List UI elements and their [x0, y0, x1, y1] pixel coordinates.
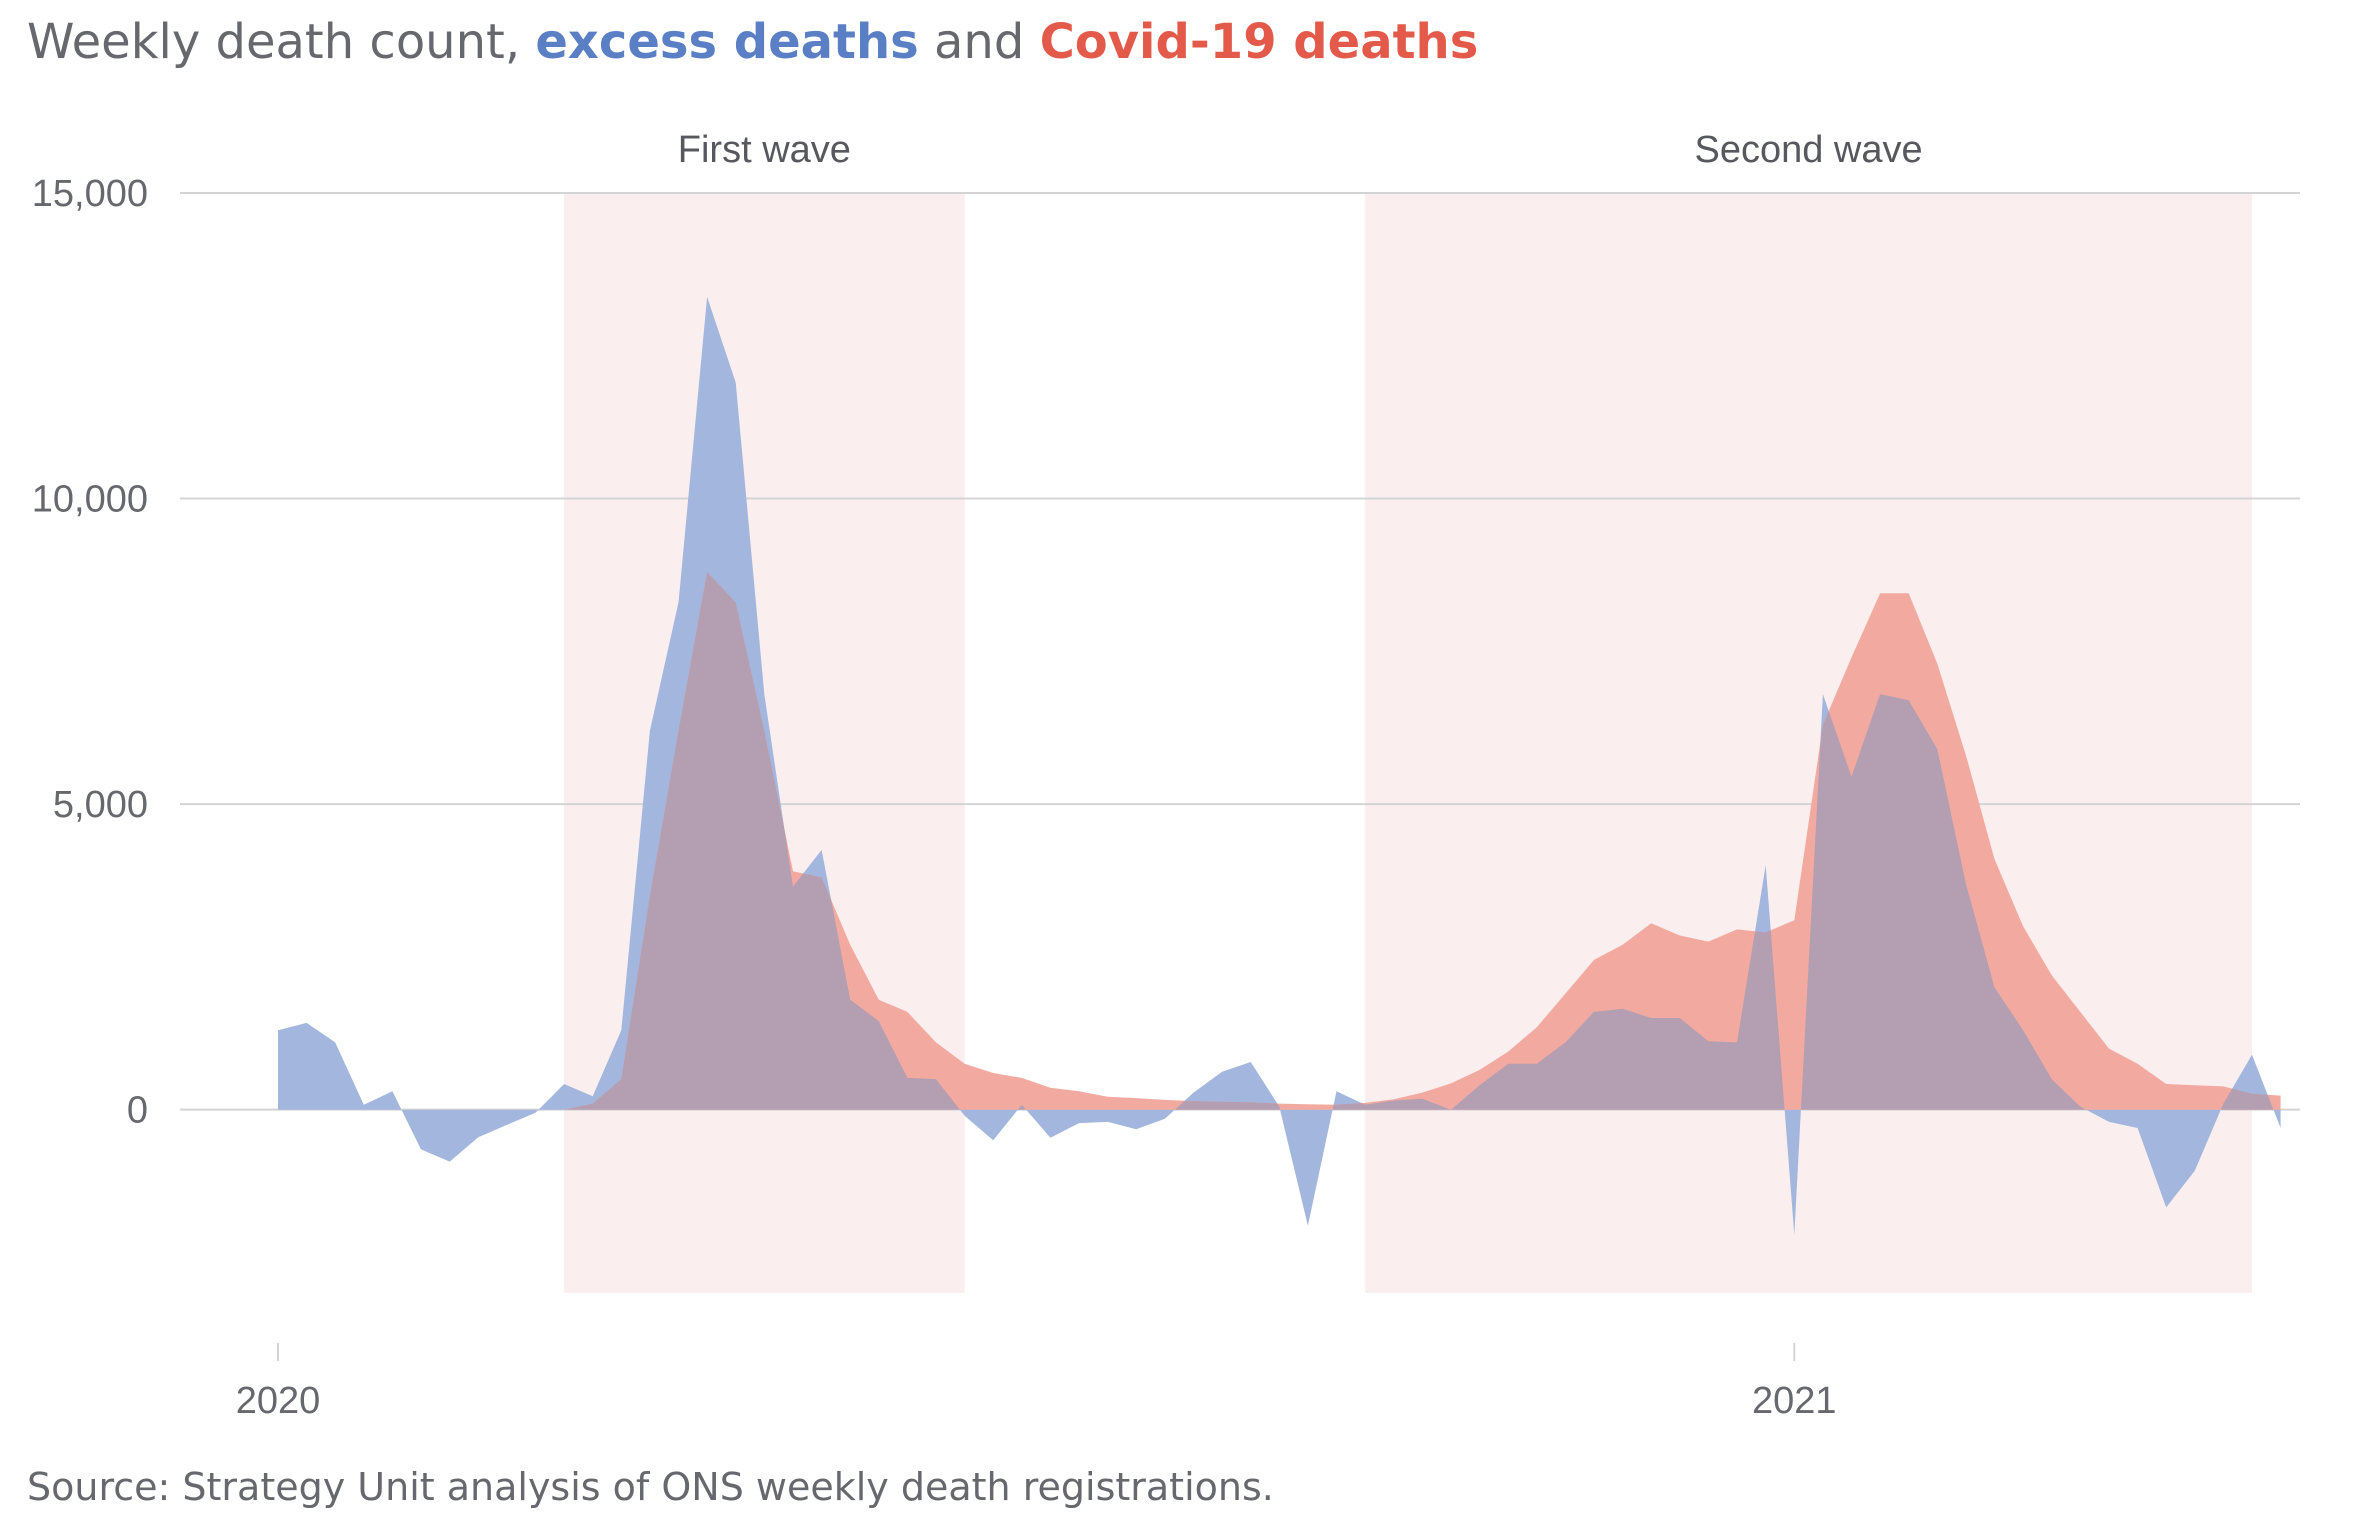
wave-label-1: First wave [678, 129, 851, 171]
title-covid-deaths: Covid-19 deaths [1039, 14, 1479, 70]
chart-title: Weekly death count, excess deaths and Co… [27, 14, 1478, 70]
chart-plot: 2020 2021 0 5,000 10,000 15,000 First wave Se… [32, 129, 2300, 1422]
wave-label-2: Second wave [1694, 129, 1922, 171]
y-tick-label-3: 15,000 [32, 173, 148, 215]
y-tick-label-1: 5,000 [53, 784, 148, 826]
y-tick-label-0: 0 [127, 1090, 148, 1132]
title-excess-deaths: excess deaths [535, 14, 919, 70]
y-tick-label-2: 10,000 [32, 479, 148, 521]
x-tick-label-0: 2020 [236, 1380, 321, 1422]
x-tick-label-1: 2021 [1752, 1380, 1837, 1422]
series-overlap-area [564, 571, 2281, 1110]
source-note: Source: Strategy Unit analysis of ONS we… [27, 1465, 1274, 1509]
wave-band-2 [1365, 193, 2252, 1293]
title-prefix: Weekly death count, [27, 14, 536, 70]
title-middle: and [918, 14, 1040, 70]
